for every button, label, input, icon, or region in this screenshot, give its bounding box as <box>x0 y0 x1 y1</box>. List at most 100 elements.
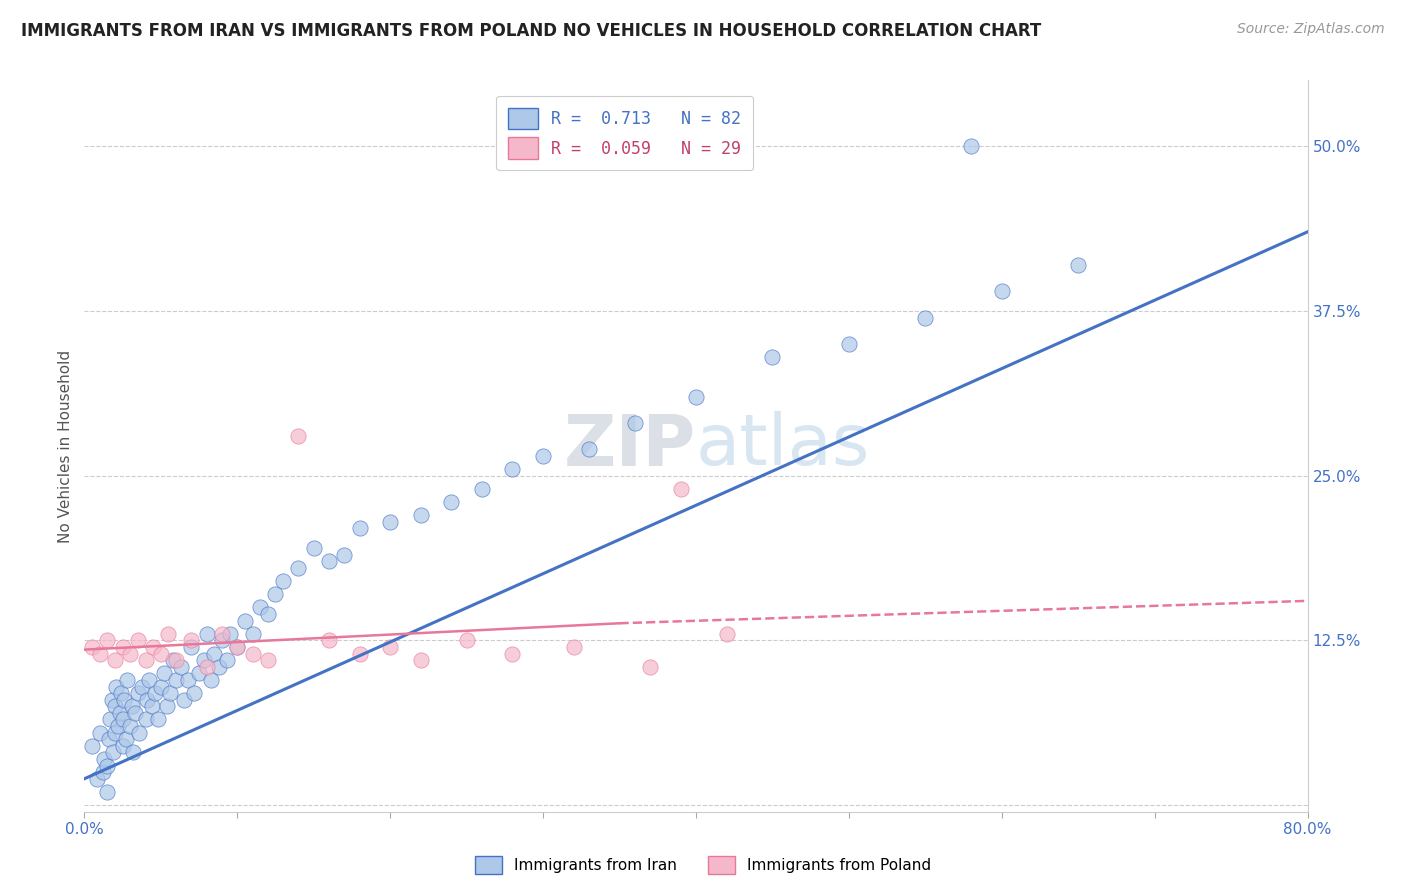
Text: IMMIGRANTS FROM IRAN VS IMMIGRANTS FROM POLAND NO VEHICLES IN HOUSEHOLD CORRELAT: IMMIGRANTS FROM IRAN VS IMMIGRANTS FROM … <box>21 22 1042 40</box>
Point <box>103 746 125 760</box>
Point <box>111 739 134 753</box>
Point <box>80 640 103 654</box>
Point <box>142 640 165 654</box>
Point <box>97 732 120 747</box>
Point <box>104 699 127 714</box>
Point <box>114 732 136 747</box>
Text: atlas: atlas <box>696 411 870 481</box>
Point <box>111 640 134 654</box>
Point <box>578 442 600 457</box>
Point <box>138 673 160 687</box>
Point <box>173 692 195 706</box>
Point <box>104 653 127 667</box>
Point <box>257 607 280 621</box>
Point <box>716 627 738 641</box>
Point <box>380 640 402 654</box>
Point <box>143 686 166 700</box>
Point <box>136 692 159 706</box>
Point <box>188 666 211 681</box>
Point <box>638 659 661 673</box>
Point <box>124 706 146 720</box>
Point <box>318 554 340 568</box>
Point <box>108 706 131 720</box>
Point <box>89 647 111 661</box>
Point <box>226 640 249 654</box>
Point <box>202 647 225 661</box>
Point <box>302 541 325 556</box>
Point <box>471 482 494 496</box>
Point <box>146 713 169 727</box>
Point <box>409 508 432 523</box>
Point <box>120 647 142 661</box>
Point <box>440 495 463 509</box>
Point <box>159 686 181 700</box>
Point <box>127 633 149 648</box>
Legend: Immigrants from Iran, Immigrants from Poland: Immigrants from Iran, Immigrants from Po… <box>468 850 938 880</box>
Point <box>121 699 143 714</box>
Point <box>349 647 371 661</box>
Point <box>233 614 256 628</box>
Point <box>98 713 121 727</box>
Legend: R =  0.713   N = 82, R =  0.059   N = 29: R = 0.713 N = 82, R = 0.059 N = 29 <box>496 96 754 170</box>
Point <box>141 699 163 714</box>
Point <box>211 633 233 648</box>
Point <box>200 673 222 687</box>
Point <box>333 548 356 562</box>
Point <box>120 719 142 733</box>
Point <box>287 429 309 443</box>
Point <box>456 633 478 648</box>
Point <box>80 739 103 753</box>
Point <box>669 482 692 496</box>
Point <box>318 633 340 648</box>
Point <box>349 521 371 535</box>
Point <box>93 752 115 766</box>
Point <box>502 647 524 661</box>
Point <box>153 666 176 681</box>
Point <box>761 350 783 364</box>
Point <box>96 633 118 648</box>
Point <box>685 390 707 404</box>
Point <box>287 561 309 575</box>
Point <box>157 627 180 641</box>
Point <box>128 725 150 739</box>
Point <box>380 515 402 529</box>
Point <box>177 673 200 687</box>
Point <box>624 416 647 430</box>
Point <box>264 587 287 601</box>
Point <box>183 686 205 700</box>
Point <box>96 785 118 799</box>
Point <box>135 653 157 667</box>
Point <box>86 772 108 786</box>
Point <box>112 692 135 706</box>
Point <box>115 673 138 687</box>
Point <box>170 659 193 673</box>
Text: Source: ZipAtlas.com: Source: ZipAtlas.com <box>1237 22 1385 37</box>
Point <box>91 765 114 780</box>
Point <box>165 673 187 687</box>
Point <box>165 653 187 667</box>
Point <box>162 653 184 667</box>
Point <box>89 725 111 739</box>
Point <box>208 659 231 673</box>
Point <box>211 627 233 641</box>
Point <box>1067 258 1090 272</box>
Point <box>111 713 134 727</box>
Y-axis label: No Vehicles in Household: No Vehicles in Household <box>58 350 73 542</box>
Point <box>195 659 218 673</box>
Point <box>127 686 149 700</box>
Point <box>562 640 585 654</box>
Point <box>409 653 432 667</box>
Point <box>914 310 936 325</box>
Point <box>180 640 202 654</box>
Point <box>131 680 153 694</box>
Point <box>105 680 128 694</box>
Point <box>149 647 172 661</box>
Point <box>107 719 129 733</box>
Point <box>180 633 202 648</box>
Point <box>215 653 238 667</box>
Point <box>531 449 554 463</box>
Point <box>122 746 145 760</box>
Point <box>249 600 271 615</box>
Point <box>991 284 1014 298</box>
Point <box>195 627 218 641</box>
